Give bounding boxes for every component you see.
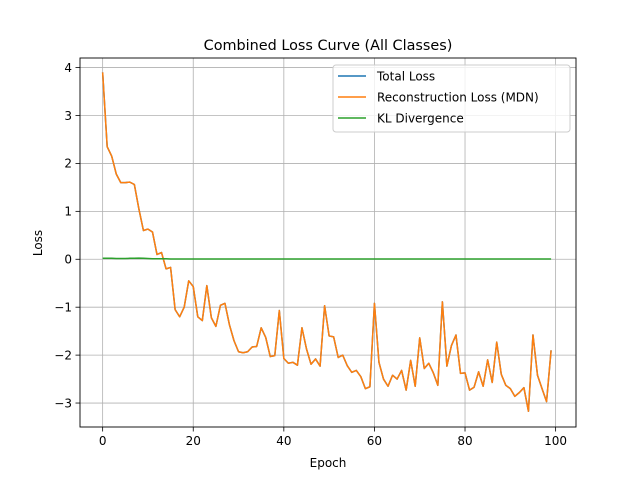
series-line-kl-divergence xyxy=(102,257,552,260)
x-tick-label: 0 xyxy=(99,434,107,448)
y-tick-label: 1 xyxy=(64,205,72,219)
legend-label: Total Loss xyxy=(376,69,435,83)
y-tick-label: 0 xyxy=(64,253,72,267)
x-axis-label: Epoch xyxy=(310,456,347,470)
legend: Total Loss Reconstruction Loss (MDN) KL Di… xyxy=(332,64,571,133)
y-axis-label: Loss xyxy=(31,230,45,256)
y-tick-label: 3 xyxy=(64,109,72,123)
x-axis-ticks: 0 20 40 60 80 100 xyxy=(99,427,567,448)
x-tick-label: 60 xyxy=(367,434,382,448)
x-tick-label: 80 xyxy=(457,434,472,448)
y-tick-label: −1 xyxy=(54,300,72,314)
series-line-reconstruction-loss-mdn xyxy=(101,72,552,412)
legend-label: Reconstruction Loss (MDN) xyxy=(377,90,539,104)
x-tick-label: 20 xyxy=(186,434,201,448)
legend-box xyxy=(332,64,571,133)
series-lines xyxy=(101,72,552,412)
y-tick-label: −2 xyxy=(54,348,72,362)
x-tick-label: 100 xyxy=(544,434,567,448)
y-tick-label: 4 xyxy=(64,61,72,75)
y-tick-label: −3 xyxy=(54,396,72,410)
y-axis-ticks: −3 −2 −1 0 1 2 3 4 xyxy=(54,61,80,410)
y-tick-label: 2 xyxy=(64,157,72,171)
plot-frame xyxy=(79,57,577,428)
legend-label: KL Divergence xyxy=(377,111,464,125)
x-tick-label: 40 xyxy=(276,434,291,448)
chart-title: Combined Loss Curve (All Classes) xyxy=(204,38,453,54)
